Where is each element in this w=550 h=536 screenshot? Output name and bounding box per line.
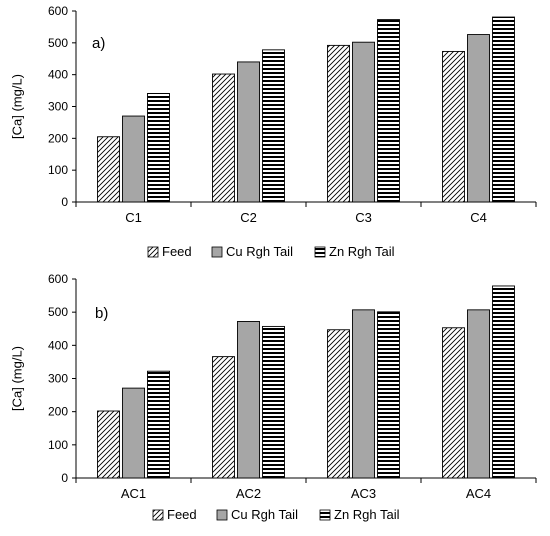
y-axis-label: [Ca] (mg/L) [9,346,24,411]
y-tick-label: 200 [48,405,68,419]
y-tick-label: 400 [48,68,68,82]
bar-c1-cu-rgh-tail [122,115,145,203]
y-tick-label: 0 [61,195,68,209]
x-category-label: C4 [470,210,487,225]
bar-c4-cu-rgh-tail [467,34,490,203]
legend-swatch-zn-rgh-tail [319,509,331,521]
bar-ac4-zn-rgh-tail [492,285,515,479]
chart-panel-a: 0 100 200 300 400 500 600 [Ca] (mg/L) a) C1 C2 C3 C4… [9,4,537,259]
bar-ac1-cu-rgh-tail [122,387,145,479]
bar-c2-feed [212,73,235,203]
y-tick-label: 500 [48,36,68,50]
bar-c2-zn-rgh-tail [262,49,285,203]
bar-ac3-zn-rgh-tail [377,311,400,479]
bar-c3-cu-rgh-tail [352,41,375,203]
x-category-label: C3 [355,210,372,225]
bar-c1-zn-rgh-tail [147,92,170,203]
y-tick-label: 600 [48,4,68,18]
legend-label: Zn Rgh Tail [334,507,400,522]
y-tick-label: 300 [48,100,68,114]
x-category-label: AC1 [121,486,146,501]
y-tick-label: 600 [48,272,68,286]
legend: Feed Cu Rgh Tail Zn Rgh Tail [147,244,395,259]
legend-label: Feed [162,244,192,259]
bar-c4-feed [442,50,465,203]
legend-swatch-zn-rgh-tail [314,246,326,258]
legend-swatch-feed [147,246,159,258]
y-tick-label: 500 [48,305,68,319]
chart-panel-b: 0 100 200 300 400 500 600 [Ca] (mg/L) b) AC1 AC2 AC… [9,272,537,522]
bar-ac3-feed [327,329,350,479]
bar-c4-zn-rgh-tail [492,16,515,203]
y-tick-label: 0 [61,471,68,485]
bar-c1-feed [97,136,120,203]
legend-label: Cu Rgh Tail [231,507,298,522]
y-tick-label: 100 [48,163,68,177]
y-tick-label: 100 [48,438,68,452]
y-axis-label: [Ca] (mg/L) [9,74,24,139]
x-category-label: AC3 [351,486,376,501]
legend-swatch-feed [152,509,164,521]
bar-c3-zn-rgh-tail [377,19,400,203]
panel-label: b) [95,305,108,322]
bar-ac4-cu-rgh-tail [467,309,490,479]
y-tick-label: 400 [48,338,68,352]
x-category-label: C1 [125,210,142,225]
legend-label: Cu Rgh Tail [226,244,293,259]
panel-label: a) [92,35,105,52]
bar-ac3-cu-rgh-tail [352,309,375,479]
bar-ac2-zn-rgh-tail [262,325,285,479]
bar-ac2-cu-rgh-tail [237,321,260,479]
legend-label: Zn Rgh Tail [329,244,395,259]
x-category-label: C2 [240,210,257,225]
bar-c3-feed [327,44,350,203]
y-tick-label: 300 [48,372,68,386]
bar-ac2-feed [212,356,235,479]
legend: Feed Cu Rgh Tail Zn Rgh Tail [152,507,400,522]
legend-swatch-cu-rgh-tail [211,246,223,258]
bar-ac4-feed [442,327,465,479]
legend-label: Feed [167,507,197,522]
legend-swatch-cu-rgh-tail [216,509,228,521]
bar-ac1-feed [97,410,120,479]
y-tick-label: 200 [48,131,68,145]
x-category-label: AC2 [236,486,261,501]
x-category-label: AC4 [466,486,491,501]
bar-c2-cu-rgh-tail [237,61,260,203]
bar-ac1-zn-rgh-tail [147,370,170,479]
